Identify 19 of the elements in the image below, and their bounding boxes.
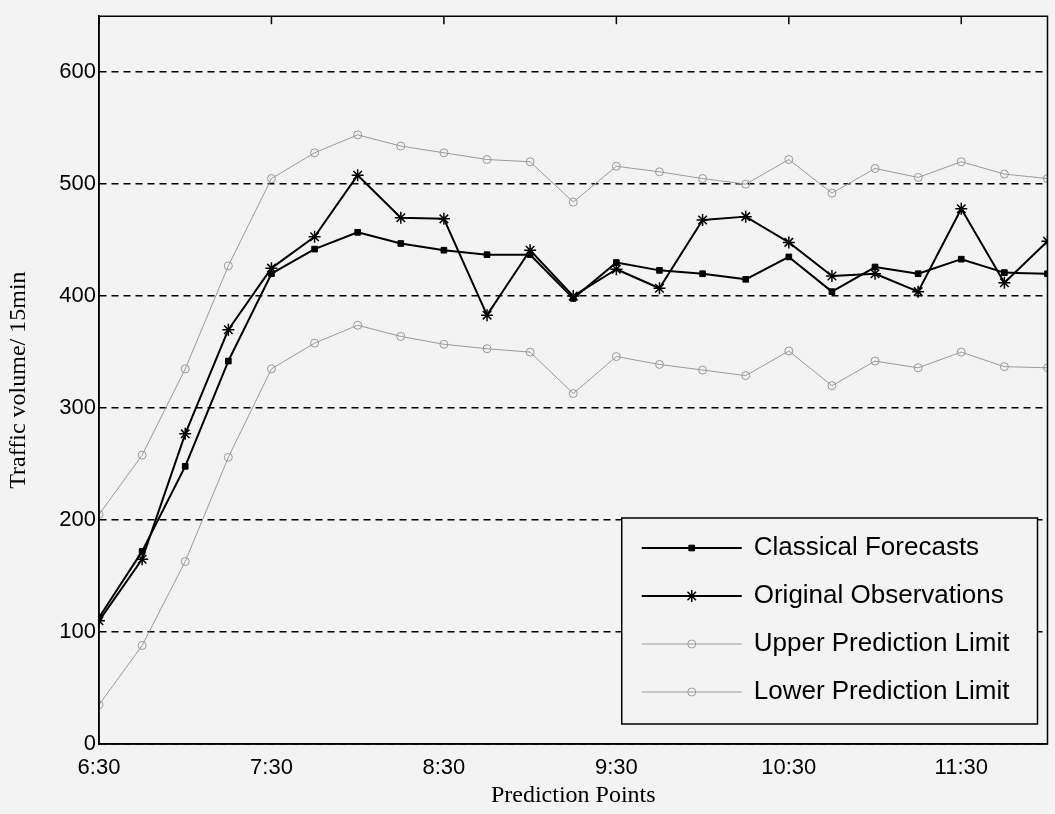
legend-label: Original Observations xyxy=(753,579,1004,610)
x-tick-label: 7:30 xyxy=(250,754,293,780)
y-tick-label: 200 xyxy=(59,506,96,532)
legend-label: Lower Prediction Limit xyxy=(753,675,1011,706)
x-axis-title: Prediction Points xyxy=(490,780,656,807)
y-axis-title: Traffic volume/ 15min xyxy=(3,271,30,489)
x-tick-label: 6:30 xyxy=(77,754,121,780)
x-tick-label: 8:30 xyxy=(422,754,466,780)
y-tick-label: 600 xyxy=(59,58,96,84)
y-tick-label: 300 xyxy=(59,394,96,420)
y-tick-label: 500 xyxy=(59,170,96,196)
x-tick-label: 9:30 xyxy=(594,754,638,780)
y-tick-label: 400 xyxy=(59,282,96,308)
legend-label: Classical Forecasts xyxy=(753,531,980,562)
x-tick-label: 11:30 xyxy=(934,754,988,780)
y-tick-label: 100 xyxy=(59,618,96,644)
x-tick-label: 10:30 xyxy=(761,754,817,780)
legend-label: Upper Prediction Limit xyxy=(753,627,1011,658)
y-tick-label: 0 xyxy=(83,730,96,756)
